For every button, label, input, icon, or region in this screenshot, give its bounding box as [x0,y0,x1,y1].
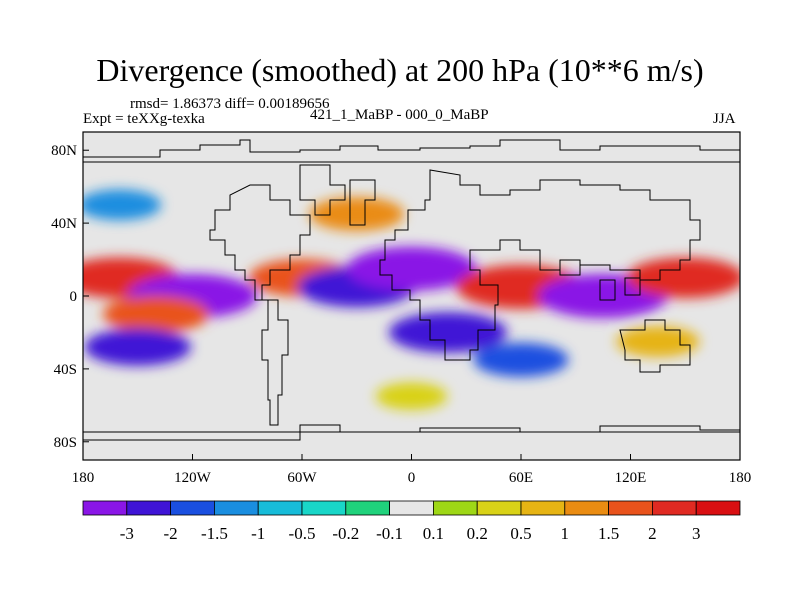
experiment-label: Expt = teXXg-texka [83,111,205,127]
colorbar-label: -1.5 [201,524,228,543]
x-tick-label: 60E [509,470,533,486]
y-tick-label: 80S [54,435,77,451]
field-feature [84,328,192,366]
colorbar-label: -3 [120,524,134,543]
colorbar-swatch [82,500,128,516]
field-feature [346,246,477,291]
field-feature [616,326,700,357]
colorbar-label: -2 [164,524,178,543]
colorbar-swatch [170,500,215,516]
x-axis: 180 120W 60W 0 60E 120E 180 [72,454,752,486]
field-feature [473,342,569,377]
map-title: Divergence (smoothed) at 200 hPa (10**6 … [96,52,704,88]
x-tick-label: 0 [408,470,416,486]
x-tick-label: 120W [174,470,212,486]
y-tick-label: 40S [54,362,77,378]
colorbar-label: 1.5 [598,524,619,543]
field-feature [83,189,162,221]
colorbar: -3 -2 -1.5 -1 -0.5 -0.2 -0.1 0.1 0.2 0.5 1 1.5 2 3 [82,500,741,543]
colorbar-swatch [476,500,522,516]
colorbar-swatch [389,500,434,516]
colorbar-label: 2 [648,524,657,543]
field-feature [102,295,210,333]
colorbar-swatch [126,500,172,516]
colorbar-label: -0.1 [376,524,403,543]
colorbar-label: 0.2 [467,524,488,543]
stats-text: rmsd= 1.86373 diff= 0.00189656 [130,96,330,112]
comparison-label: 421_1_MaBP - 000_0_MaBP [310,107,489,123]
field-feature [375,382,448,410]
colorbar-label: 1 [561,524,570,543]
colorbar-label: 0.1 [423,524,444,543]
field-feature [309,197,405,231]
season-label: JJA [713,111,736,127]
x-tick-label: 60W [287,470,317,486]
colorbar-swatch [695,500,741,516]
colorbar-label: -0.2 [332,524,359,543]
x-tick-label: 180 [72,470,95,486]
colorbar-label: -0.5 [289,524,316,543]
colorbar-swatch [564,500,609,516]
x-tick-label: 120E [615,470,647,486]
colorbar-label: 0.5 [510,524,531,543]
colorbar-swatch [432,500,478,516]
colorbar-swatch [608,500,653,516]
field-feature [388,312,508,353]
colorbar-label: 3 [692,524,701,543]
y-tick-label: 0 [70,289,78,305]
colorbar-swatch [345,500,390,516]
x-tick-label: 180 [729,470,752,486]
field-feature [626,257,740,299]
y-axis: 80N 40N 0 40S 80S [51,143,89,451]
colorbar-swatch [213,500,259,516]
y-tick-label: 80N [51,143,77,159]
colorbar-swatch [257,500,303,516]
field-layer [83,132,740,460]
colorbar-swatch [520,500,566,516]
y-tick-label: 40N [51,216,77,232]
coastlines [83,139,740,441]
colorbar-swatch [652,500,697,516]
colorbar-label: -1 [251,524,265,543]
colorbar-swatch [301,500,347,516]
